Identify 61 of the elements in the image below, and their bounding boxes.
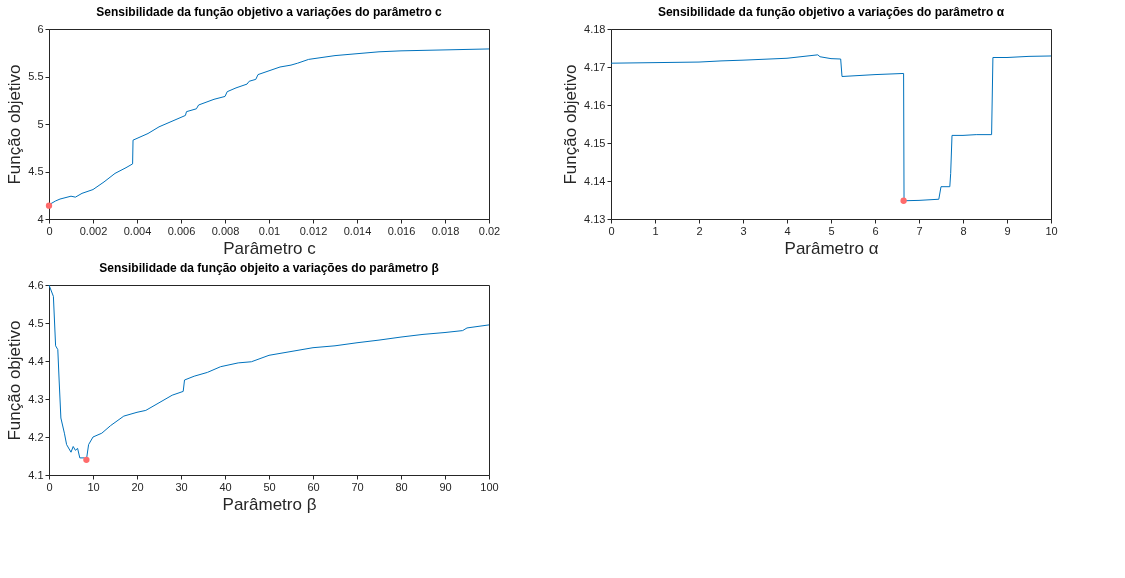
x-tick-label: 40 xyxy=(219,480,232,493)
y-tick-label: 4.6 xyxy=(28,278,44,291)
x-tick-label: 0.016 xyxy=(387,224,416,237)
x-tick-label: 30 xyxy=(175,480,188,493)
x-tick-label: 20 xyxy=(131,480,144,493)
x-tick-label: 0.008 xyxy=(211,224,240,237)
x-tick-label: 90 xyxy=(439,480,452,493)
y-tick-label: 4.5 xyxy=(28,165,44,177)
x-tick-label: 5 xyxy=(828,224,835,237)
x-tick-label: 0.02 xyxy=(478,224,501,237)
chart-title: Sensibilidade da função objetivo a variações do parâmetro c xyxy=(96,5,443,19)
x-tick-label: 10 xyxy=(1045,224,1058,237)
x-tick-label: 3 xyxy=(740,224,747,237)
x-axis-title: Parâmetro c xyxy=(223,238,317,258)
x-axis-title: Parâmetro β xyxy=(222,494,317,514)
x-axis-title: Parâmetro α xyxy=(784,238,879,258)
x-tick-label: 60 xyxy=(307,480,320,493)
line-series xyxy=(48,284,490,461)
x-tick-label: 0 xyxy=(608,224,615,237)
x-tick-label: 10 xyxy=(87,480,100,493)
x-tick-label: 0.01 xyxy=(258,224,281,237)
y-tick-label: 5 xyxy=(37,117,44,130)
y-tick-label: 4.16 xyxy=(584,98,606,111)
y-tick-label: 4.5 xyxy=(28,316,44,329)
y-tick-label: 4.18 xyxy=(584,22,606,35)
x-tick-label: 4 xyxy=(784,224,791,237)
y-axis-title: Função objetivo xyxy=(5,64,25,185)
x-tick-label: 100 xyxy=(480,480,499,493)
x-tick-label: 1 xyxy=(652,224,659,237)
x-tick-label: 0.002 xyxy=(79,224,108,237)
x-tick-label: 0 xyxy=(46,480,53,493)
x-tick-label: 70 xyxy=(351,480,364,493)
x-tick-label: 0.014 xyxy=(343,224,372,237)
x-tick-label: 50 xyxy=(263,480,276,493)
y-tick-label: 4.1 xyxy=(28,468,44,481)
x-tick-label: 2 xyxy=(696,224,703,237)
y-tick-label: 4.3 xyxy=(28,392,44,405)
x-tick-label: 80 xyxy=(395,480,408,493)
y-tick-label: 4.14 xyxy=(584,174,606,187)
x-tick-label: 8 xyxy=(960,224,967,237)
x-tick-label: 0.006 xyxy=(167,224,196,237)
x-tick-label: 0.004 xyxy=(123,224,152,237)
y-tick-label: 4.13 xyxy=(584,212,606,225)
x-tick-label: 0.012 xyxy=(299,224,328,237)
chart-title: Sensibilidade da função objeito a variações do parâmetro β xyxy=(99,261,439,275)
y-tick-label: 4.2 xyxy=(28,430,44,443)
x-tick-label: 6 xyxy=(872,224,879,237)
x-tick-label: 0.018 xyxy=(431,224,460,237)
y-tick-label: 6 xyxy=(37,22,44,35)
y-tick-label: 4.4 xyxy=(28,354,44,367)
y-tick-label: 5.5 xyxy=(28,70,44,82)
y-tick-label: 4.15 xyxy=(584,136,606,149)
y-axis-title: Função objetivo xyxy=(561,64,581,185)
chart-title: Sensibilidade da função objetivo a variações do parâmetro α xyxy=(657,5,1005,19)
y-tick-label: 4.17 xyxy=(584,60,606,73)
x-tick-label: 0 xyxy=(46,224,53,237)
x-tick-label: 7 xyxy=(916,224,923,237)
x-tick-label: 9 xyxy=(1004,224,1011,237)
line-series xyxy=(610,54,1052,202)
y-axis-title: Função objetivo xyxy=(5,320,25,441)
y-tick-label: 4 xyxy=(37,212,44,225)
